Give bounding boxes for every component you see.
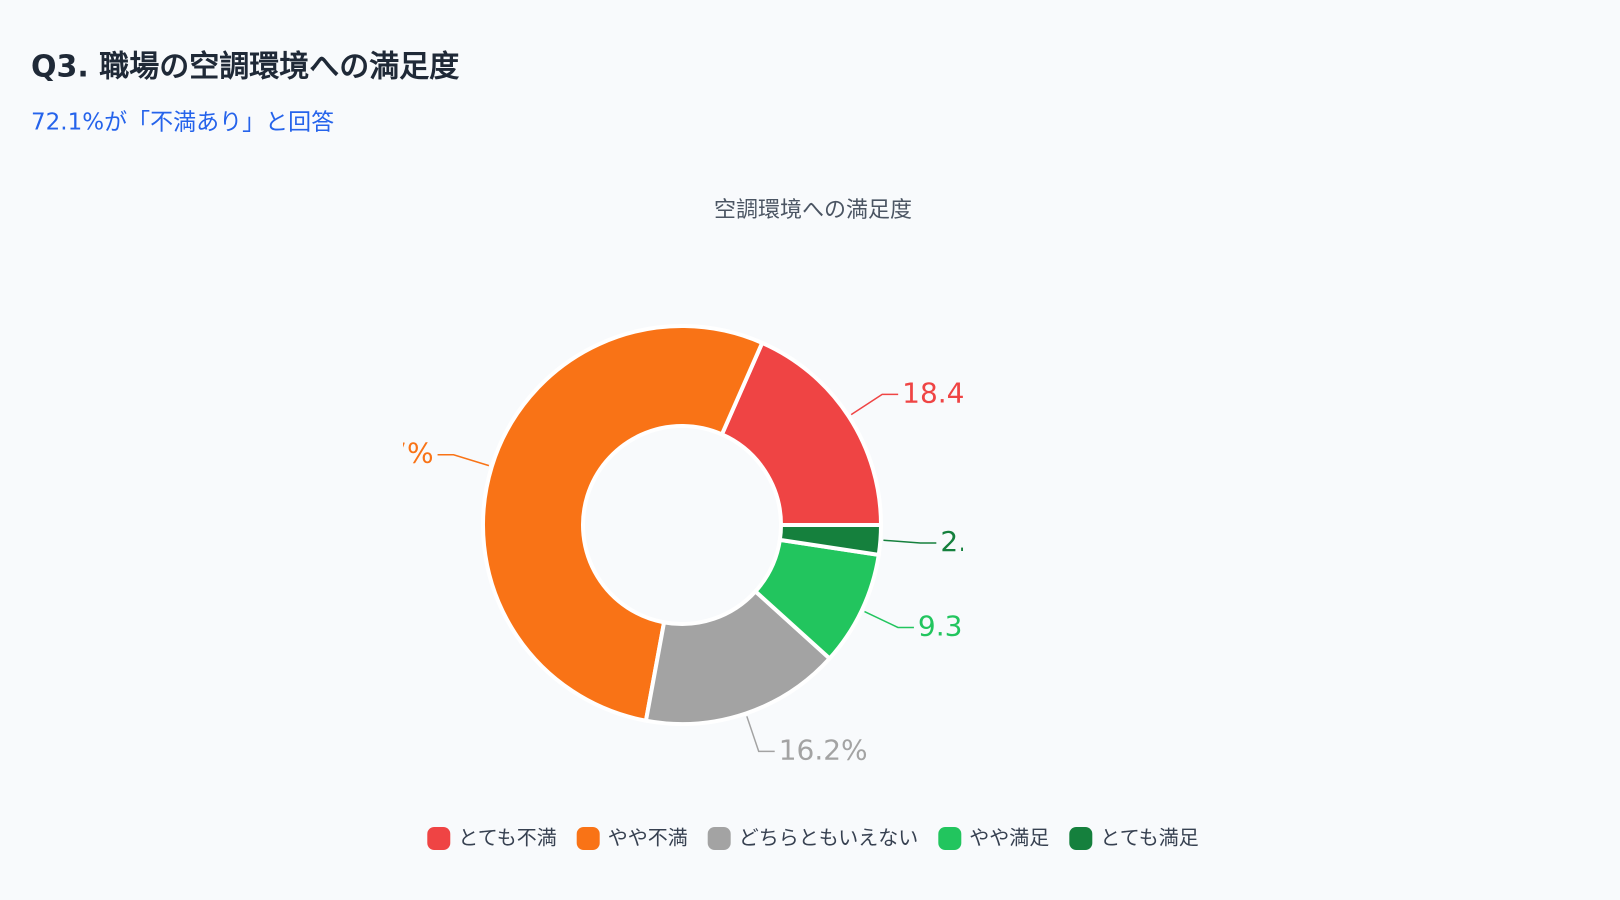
legend-swatch xyxy=(576,827,600,850)
page-title: Q3. 職場の空調環境への満足度 xyxy=(31,50,459,85)
legend-item[interactable]: やや不満 xyxy=(576,826,688,851)
legend-swatch xyxy=(707,827,731,850)
leader-line xyxy=(437,453,490,467)
plot-area: 18.4% 53.7% 16.2% 9.3% 2.4% xyxy=(345,324,1011,766)
data-label: 9.3% xyxy=(918,609,989,642)
legend-swatch xyxy=(938,827,962,850)
legend-item[interactable]: やや満足 xyxy=(938,826,1049,851)
legend-label: やや満足 xyxy=(969,826,1049,850)
leader-line xyxy=(850,393,899,416)
legend-label: とても不満 xyxy=(458,826,556,850)
legend: とても不満 やや不満 どちらともいえない やや満足 とても満足 xyxy=(427,826,1199,851)
legend-swatch xyxy=(427,827,451,850)
donut-slice xyxy=(643,588,833,726)
leader-line xyxy=(864,610,914,629)
legend-label: どちらともいえない xyxy=(739,826,919,850)
leader-line xyxy=(883,539,937,544)
data-label: 18.4% xyxy=(902,376,991,409)
donut-slice xyxy=(481,324,765,724)
leader-line xyxy=(746,716,775,753)
legend-item[interactable]: とても満足 xyxy=(1069,826,1199,851)
legend-label: やや不満 xyxy=(608,826,688,850)
data-label: 16.2% xyxy=(779,733,868,766)
legend-item[interactable]: どちらともいえない xyxy=(707,826,919,851)
donut-slice xyxy=(719,340,884,527)
data-label: 2.4% xyxy=(940,525,1011,558)
data-label: 53.7% xyxy=(345,437,434,470)
legend-swatch xyxy=(1069,827,1093,850)
chart-title: 空調環境への満足度 xyxy=(714,198,912,223)
page-subtitle: 72.1%が「不満あり」と回答 xyxy=(31,110,334,136)
legend-item[interactable]: とても不満 xyxy=(427,826,557,851)
legend-label: とても満足 xyxy=(1100,826,1198,850)
donut-slice xyxy=(777,523,884,558)
